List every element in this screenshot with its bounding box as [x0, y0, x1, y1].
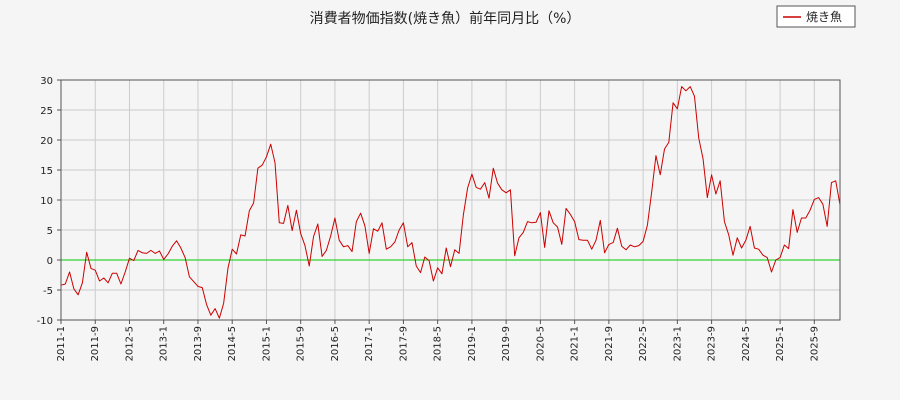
x-tick-label: 2023-1: [672, 326, 683, 361]
y-tick-label: 25: [40, 106, 53, 117]
x-tick-label: 2025-9: [809, 326, 820, 361]
x-tick-label: 2020-5: [535, 326, 546, 361]
x-tick-label: 2017-1: [364, 326, 375, 361]
y-tick-label: 5: [47, 226, 53, 237]
x-tick-label: 2013-9: [193, 326, 204, 361]
x-tick-label: 2011-9: [90, 326, 101, 361]
y-tick-label: 30: [40, 76, 53, 87]
y-tick-label: -10: [37, 316, 53, 327]
series-line-yakizakana: [60, 86, 841, 319]
x-tick-label: 2018-5: [433, 326, 444, 361]
y-tick-label: 20: [40, 136, 53, 147]
x-tick-label: 2015-9: [296, 326, 307, 361]
x-axis: 2011-1 2011-9 2012-5 2013-1 2013-9 2014-5 2015…: [56, 320, 820, 361]
x-tick-label: 2017-9: [398, 326, 409, 361]
legend: 焼き魚: [776, 5, 856, 28]
x-tick-label: 2012-5: [124, 326, 135, 361]
x-tick-label: 2015-1: [261, 326, 272, 361]
y-tick-label: 15: [40, 166, 53, 177]
legend-label: 焼き魚: [806, 10, 842, 24]
x-tick-label: 2019-9: [501, 326, 512, 361]
x-tick-label: 2023-9: [707, 326, 718, 361]
y-tick-label: -5: [43, 286, 53, 297]
x-tick-label: 2025-1: [775, 326, 786, 361]
y-axis: -10 -5 0 5 10 15 20 25 30: [37, 76, 61, 327]
legend-box: [776, 5, 856, 28]
grid: [60, 79, 840, 321]
x-tick-label: 2021-1: [570, 326, 581, 361]
series-group: [60, 86, 841, 319]
x-tick-label: 2016-5: [330, 326, 341, 361]
x-tick-label: 2019-1: [467, 326, 478, 361]
y-tick-label: 0: [47, 256, 53, 267]
x-tick-label: 2021-9: [604, 326, 615, 361]
x-tick-label: 2022-5: [638, 326, 649, 361]
chart-title: 消費者物価指数(焼き魚）前年同月比（%）: [310, 10, 581, 27]
x-tick-label: 2013-1: [159, 326, 170, 361]
x-tick-label: 2011-1: [56, 326, 67, 361]
y-tick-label: 10: [40, 196, 53, 207]
x-tick-label: 2014-5: [227, 326, 238, 361]
x-tick-label: 2024-5: [741, 326, 752, 361]
